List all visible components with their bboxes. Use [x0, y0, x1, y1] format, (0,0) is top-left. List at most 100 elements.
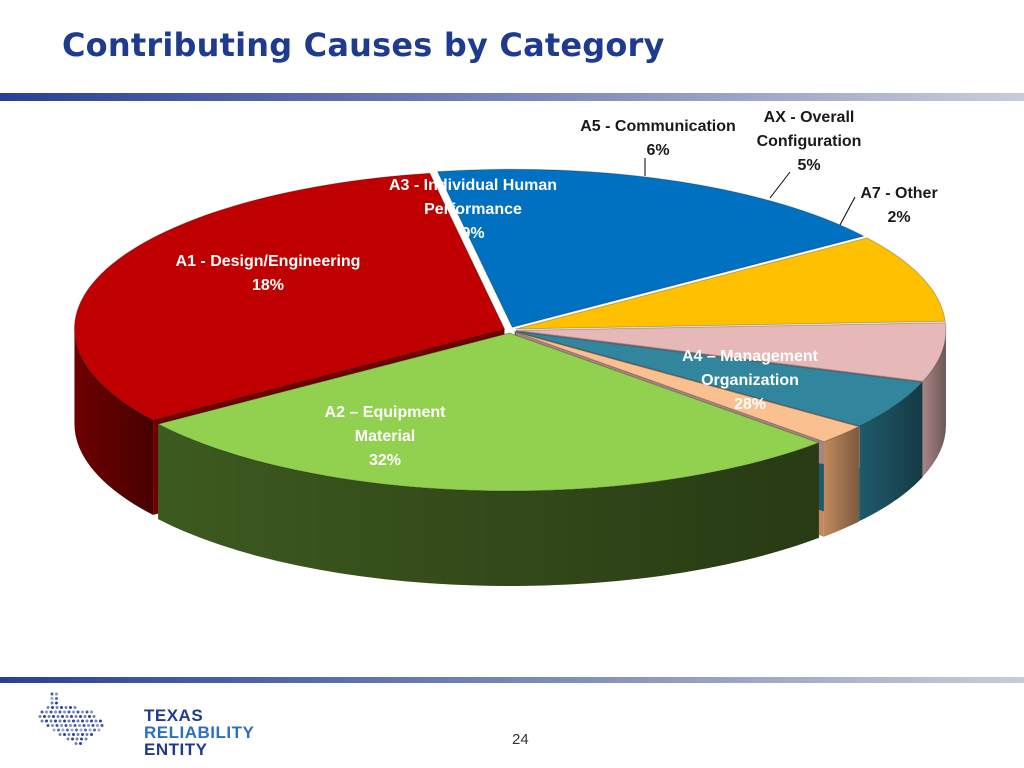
logo-dot: [78, 724, 81, 727]
logo-dot: [54, 719, 57, 723]
logo-dot: [90, 719, 93, 723]
logo-dot: [63, 719, 66, 723]
logo-dot: [99, 719, 102, 723]
logo-dot: [76, 733, 80, 736]
logo-dot: [55, 692, 58, 696]
pie-side-shade-ax-overall-configuration: [859, 382, 923, 522]
logo-dot: [100, 724, 104, 727]
logo-dot: [66, 728, 69, 732]
logo-dot: [66, 737, 70, 741]
logo-dot: [92, 715, 96, 718]
texas-reliability-entity-logo: TEXAS RELIABILITY ENTITY: [34, 690, 254, 762]
logo-dot: [67, 719, 71, 723]
logo-dot: [71, 737, 74, 741]
logo-dot: [79, 742, 82, 745]
logo-dot: [79, 715, 82, 718]
logo-dot: [75, 737, 79, 741]
logo-dot: [56, 715, 60, 718]
logo-dot: [83, 715, 87, 718]
pie-side-shade-a4-management-organization: [158, 424, 819, 586]
logo-dot: [61, 715, 64, 718]
logo-dot: [64, 706, 68, 709]
logo-dot: [91, 724, 95, 727]
logo-dot: [49, 710, 53, 714]
logo-dot: [80, 737, 83, 741]
logo-dot: [51, 724, 54, 727]
logo-dot: [85, 719, 89, 723]
logo-dot: [58, 710, 62, 714]
slice-label-a4-management-organization: A4 – Management Organization 28%: [682, 348, 819, 413]
logo-dot: [74, 715, 78, 718]
logo-dot: [81, 710, 84, 714]
logo-dot: [81, 719, 84, 723]
pie-slice-a2-equipment-material: [74, 172, 506, 421]
logo-dot: [55, 724, 59, 727]
slice-label-a7-other: A7 - Other 2%: [860, 185, 937, 226]
pie-slice-a1-design-engineering: [436, 168, 866, 328]
logo-dot: [70, 728, 74, 732]
slice-label-a2-equipment-material: A2 – Equipment Material 32%: [325, 404, 447, 469]
logo-dot: [96, 724, 99, 727]
logo-dot: [93, 728, 96, 732]
logo-dot: [88, 728, 92, 732]
slide-title: Contributing Causes by Category: [62, 26, 665, 64]
header-divider: [0, 93, 1024, 101]
pie-side-shade-a2-equipment-material: [74, 328, 154, 515]
logo-dot: [94, 719, 98, 723]
logo-dot: [50, 701, 54, 705]
logo-dot: [52, 728, 56, 732]
logo-line-2: RELIABILITY: [144, 723, 255, 742]
slice-label-a1-design-engineering: A1 - Design/Engineering 18%: [176, 253, 361, 294]
logo-dot: [58, 733, 62, 736]
logo-dot: [73, 706, 77, 709]
logo-dot: [55, 701, 58, 705]
logo-dot: [65, 715, 69, 718]
logo-dot: [97, 728, 101, 732]
logo-dot: [45, 719, 48, 723]
pie-leaders: [644, 158, 856, 226]
logo-dot: [84, 737, 88, 741]
logo-dot: [69, 706, 72, 709]
logo-dot: [82, 724, 86, 727]
logo-dot: [57, 728, 60, 732]
logo-dot: [60, 706, 63, 709]
pie-labels: A1 - Design/Engineering 18% A3 - Individua…: [176, 109, 938, 469]
logo-dot: [88, 715, 91, 718]
logo-dot: [47, 715, 51, 718]
page-number: 24: [512, 731, 529, 748]
logo-dot: [45, 710, 48, 714]
logo-dot: [46, 706, 50, 709]
leader-line-ax-overall-configuration: [769, 171, 791, 199]
logo-dot: [87, 724, 90, 727]
texas-map-dots-icon: [38, 692, 104, 745]
logo-dot: [50, 692, 54, 696]
logo-dot: [72, 719, 75, 723]
logo-dot: [74, 742, 78, 745]
logo-dot: [63, 733, 66, 736]
logo-dot: [67, 733, 71, 736]
logo-line-1: TEXAS: [144, 706, 204, 725]
footer-divider: [0, 677, 1024, 683]
logo-dot: [61, 728, 65, 732]
logo-dot: [90, 733, 93, 736]
pie-slice-ax-overall-configuration: [515, 330, 924, 427]
logo-dot: [90, 710, 93, 714]
leader-line-a7-other: [839, 196, 856, 226]
logo-dot: [85, 710, 89, 714]
logo-dot: [64, 724, 68, 727]
logo-dot: [81, 733, 84, 736]
logo-dot: [69, 724, 72, 727]
logo-dot: [55, 706, 59, 709]
logo-dot: [84, 728, 87, 732]
pie-side-shade-a5-communication: [923, 330, 946, 477]
logo-dot: [76, 719, 80, 723]
logo-dot: [58, 719, 62, 723]
logo-dot: [72, 710, 75, 714]
pie-chart: A1 - Design/Engineering 18% A3 - Individua…: [74, 109, 947, 586]
slice-label-ax-overall-configuration: AX - Overall Configuration 5%: [757, 109, 862, 174]
logo-dot: [43, 715, 46, 718]
logo-dot: [73, 724, 77, 727]
logo-dot: [51, 706, 54, 709]
logo-dot: [70, 715, 73, 718]
logo-dot: [54, 710, 57, 714]
